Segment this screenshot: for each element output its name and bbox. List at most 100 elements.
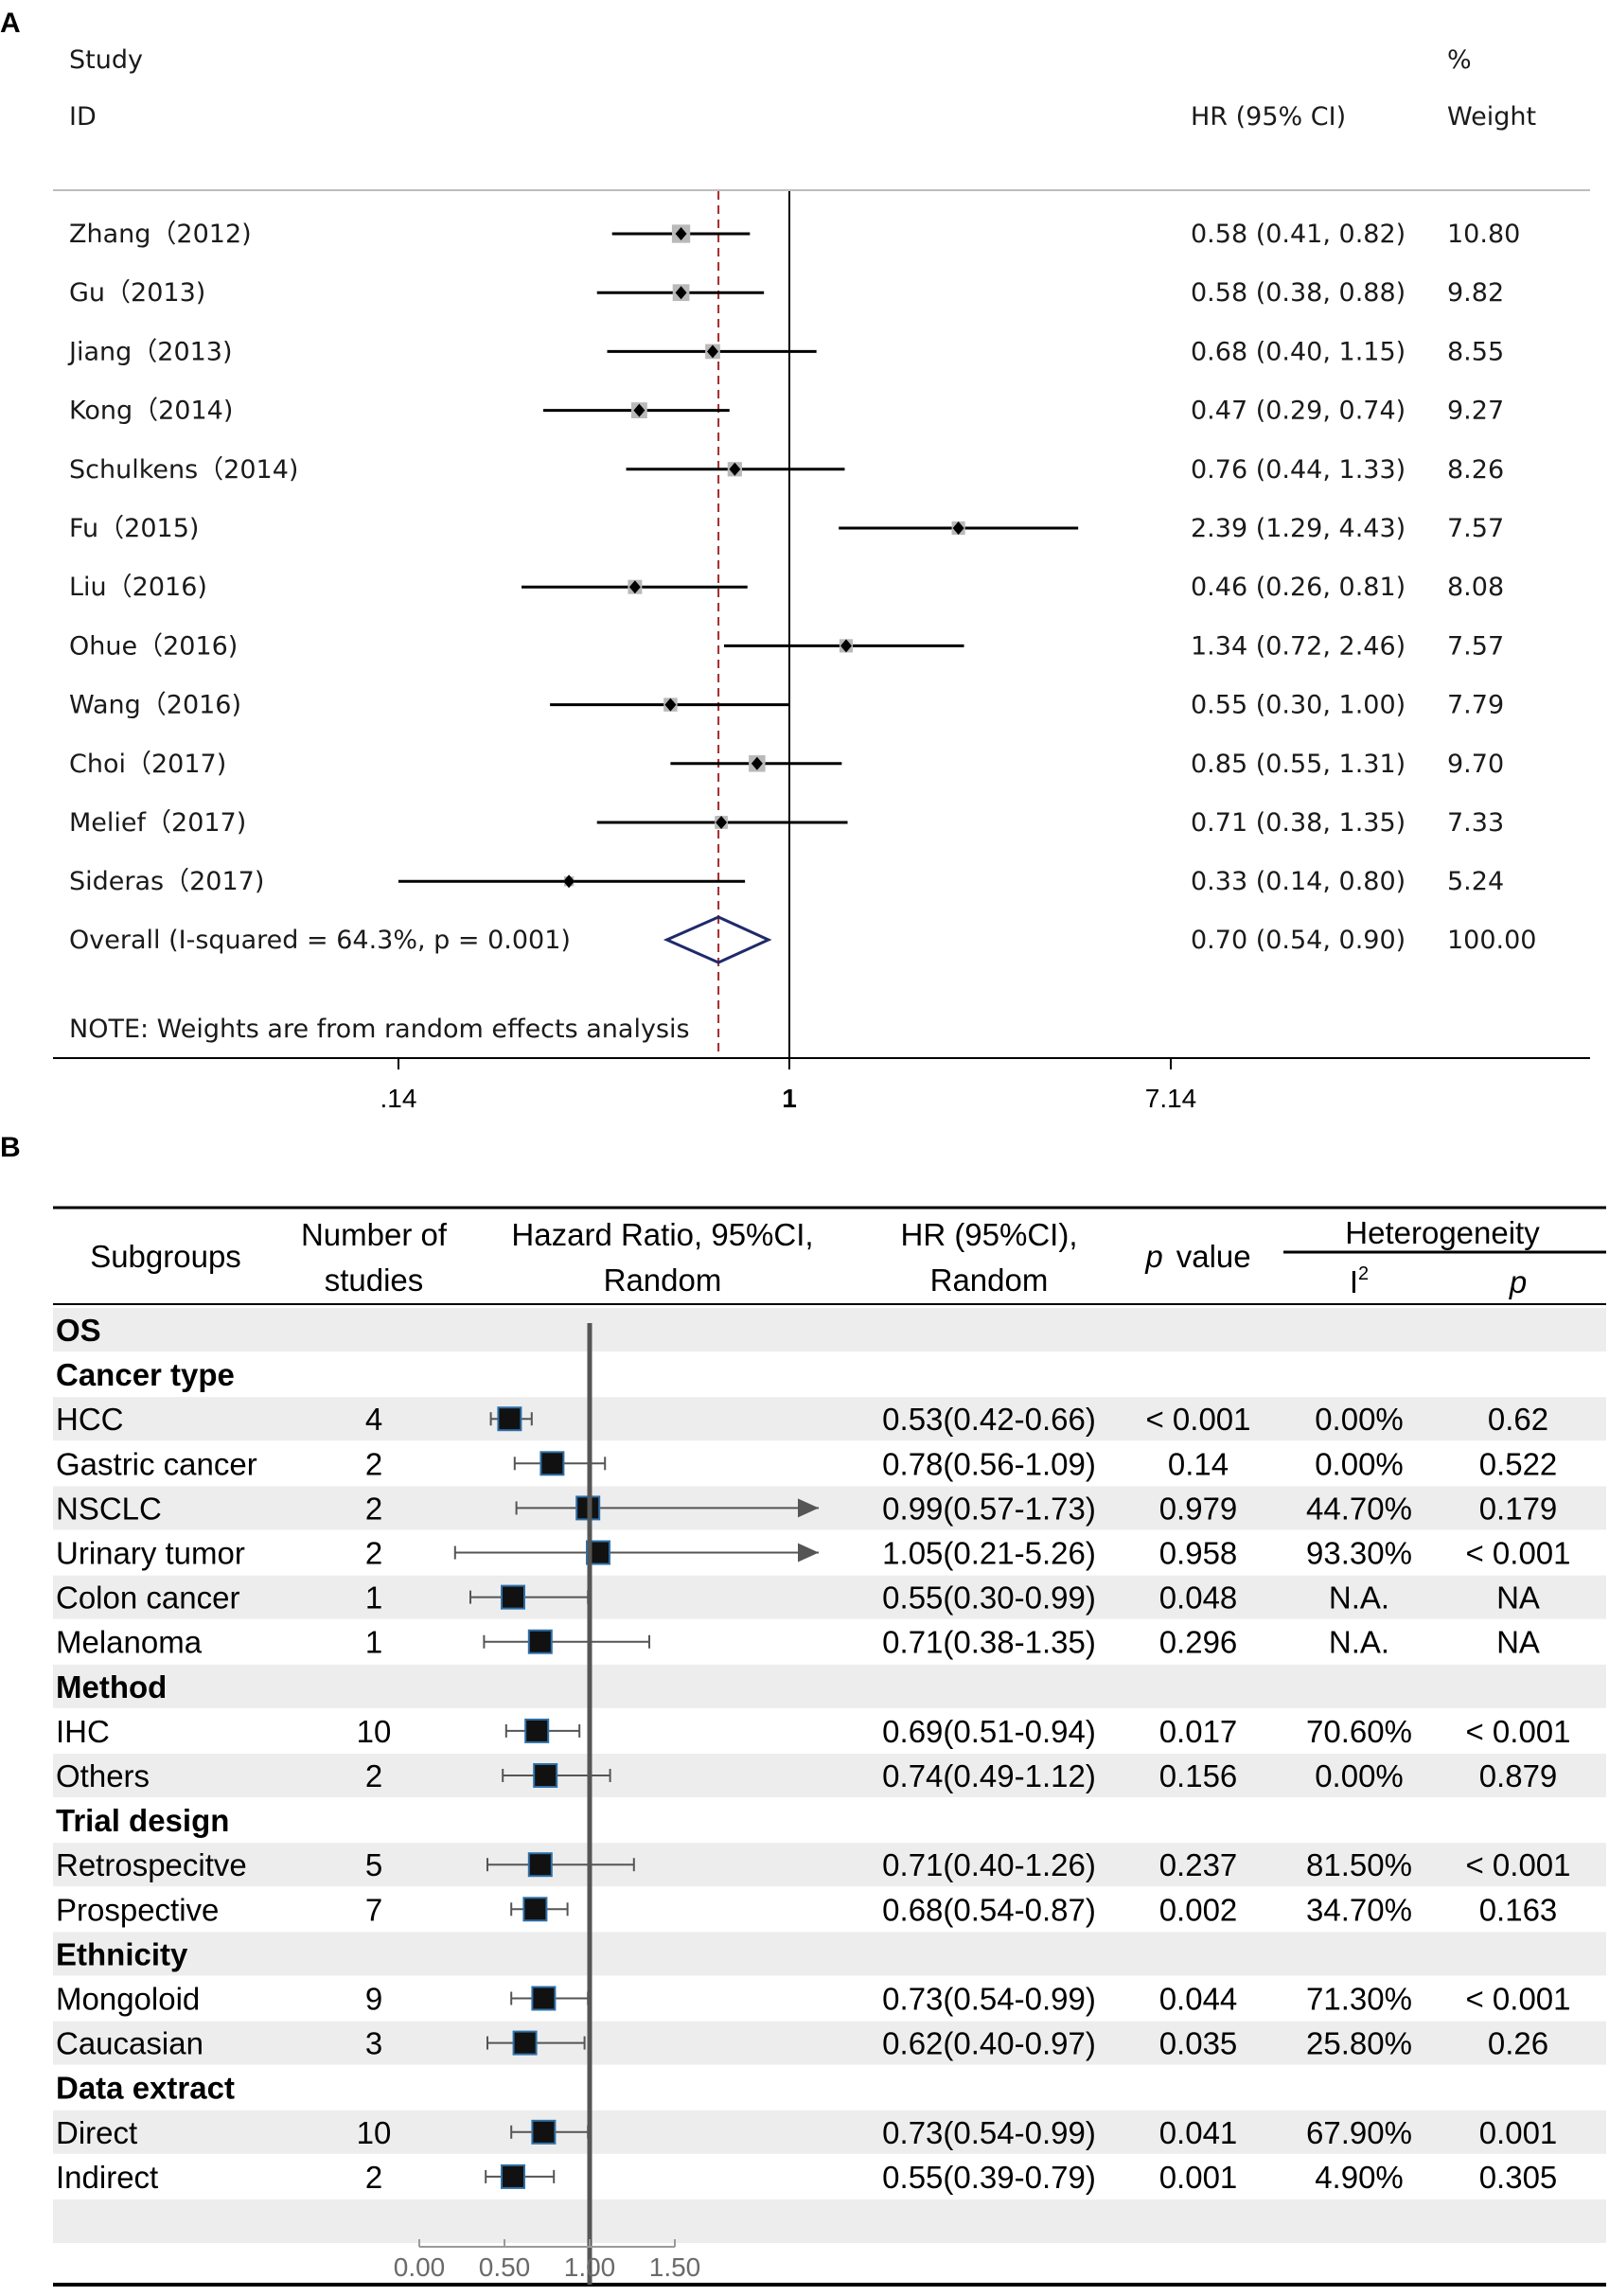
group-header-row: Trial design [56, 1803, 229, 1838]
subgroup-label: Others [56, 1758, 150, 1793]
group-header-row: Ethnicity [56, 1936, 188, 1971]
group-header-row: Cancer type [56, 1357, 235, 1392]
study-hr-ci: 0.71 (0.38, 1.35) [1191, 808, 1406, 838]
subgroup-i-squared: 0.00% [1315, 1446, 1404, 1481]
subgroup-i-squared: 67.90% [1306, 2115, 1412, 2150]
study-hr-ci: 0.68 (0.40, 1.15) [1191, 337, 1406, 366]
overall-label: Overall (I-squared = 64.3%, p = 0.001) [69, 926, 571, 955]
x-tick-b-label: 1.50 [649, 2252, 701, 2282]
study-row: Liu（2016) 0.46 (0.26, 0.81) 8.08 [69, 573, 1504, 602]
study-hr-ci: 0.58 (0.41, 0.82) [1191, 220, 1406, 249]
study-weight: 7.57 [1447, 514, 1504, 543]
study-weight: 7.57 [1447, 631, 1504, 661]
subgroup-hr-ci: 0.78(0.56-1.09) [882, 1446, 1096, 1481]
col-number-1: Number of [301, 1217, 448, 1252]
study-hr-ci: 2.39 (1.29, 4.43) [1191, 514, 1406, 543]
subgroup-row: Indirect 2 0.55(0.39-0.79) 0.001 4.90% 0.305 [56, 2160, 1557, 2195]
subgroup-het-p: 0.305 [1479, 2160, 1558, 2195]
row-shade [53, 2199, 1606, 2243]
subgroup-label: Direct [56, 2115, 137, 2150]
x-tick-label: 1 [782, 1084, 797, 1113]
subgroup-p-value: 0.035 [1159, 2026, 1238, 2061]
subgroup-i-squared: 34.70% [1306, 1892, 1412, 1927]
subgroup-p-value: 0.017 [1159, 1714, 1238, 1749]
subgroup-n-studies: 2 [365, 1758, 382, 1793]
hr-marker [527, 1629, 553, 1654]
subgroup-p-value: 0.001 [1159, 2160, 1238, 2195]
overall-diamond [663, 915, 772, 964]
subgroup-hr-ci: 0.74(0.49-1.12) [882, 1758, 1096, 1793]
subgroup-n-studies: 2 [365, 1491, 382, 1526]
study-row: Kong（2014) 0.47 (0.29, 0.74) 9.27 [69, 397, 1504, 426]
col-hr-ci-2: Random [930, 1263, 1049, 1298]
study-weight: 7.79 [1447, 691, 1504, 720]
subgroup-n-studies: 1 [365, 1625, 382, 1660]
study-label: Choi（2017) [69, 750, 226, 779]
subgroup-row: NSCLC 2 0.99(0.57-1.73) 0.979 44.70% 0.179 [56, 1491, 1557, 1526]
subgroup-label: Caucasian [56, 2026, 203, 2061]
x-tick-b-label: 0.50 [479, 2252, 531, 2282]
panel-b-label: B [0, 1132, 21, 1163]
row-shade [53, 1843, 1606, 1887]
subgroup-label: Melanoma [56, 1625, 203, 1660]
subgroup-hr-ci: 0.62(0.40-0.97) [882, 2026, 1096, 2061]
col-heterogeneity: Heterogeneity [1345, 1215, 1540, 1250]
study-point-marker [628, 580, 641, 594]
subgroup-hr-ci: 0.69(0.51-0.94) [882, 1714, 1096, 1749]
study-weight: 9.27 [1447, 397, 1504, 426]
subgroup-hr-ci: 0.73(0.54-0.99) [882, 2115, 1096, 2150]
study-weight: 8.08 [1447, 573, 1504, 602]
study-point-marker [675, 286, 687, 300]
study-row: Jiang（2013) 0.68 (0.40, 1.15) 8.55 [67, 337, 1504, 366]
subgroup-row: Colon cancer 1 0.55(0.30-0.99) 0.048 N.A. NA [56, 1581, 1540, 1616]
row-shade [53, 1486, 1606, 1530]
subgroup-p-value: 0.296 [1159, 1625, 1238, 1660]
study-point-marker [633, 403, 645, 417]
study-row: Fu（2015) 2.39 (1.29, 4.43) 7.57 [69, 514, 1504, 543]
subgroup-row: Mongoloid 9 0.73(0.54-0.99) 0.044 71.30% < 0.… [56, 1982, 1571, 2017]
col-hr-plot-1: Hazard Ratio, 95%CI, [511, 1217, 813, 1252]
subgroup-hr-ci: 0.71(0.38-1.35) [882, 1625, 1096, 1660]
subgroup-i-squared: 0.00% [1315, 1758, 1404, 1793]
col-i2-base: I [1350, 1264, 1358, 1299]
subgroup-i-squared: N.A. [1329, 1625, 1389, 1660]
study-label: Fu（2015) [69, 514, 199, 543]
study-weight: 8.55 [1447, 337, 1504, 366]
hr-marker [524, 1718, 550, 1743]
study-weight: 9.82 [1447, 278, 1504, 308]
subgroup-label: HCC [56, 1402, 124, 1437]
study-hr-ci: 0.46 (0.26, 0.81) [1191, 573, 1406, 602]
subgroup-label: IHC [56, 1714, 110, 1749]
group-header-row: Data extract [56, 2071, 235, 2106]
study-label: Melief（2017) [69, 808, 246, 838]
study-label: Ohue（2016) [69, 631, 238, 661]
row-shade [53, 2110, 1606, 2154]
row-shade [53, 1754, 1606, 1797]
panel-b: B Subgroups Number of studies Hazard Ratio, … [0, 1132, 1606, 2287]
study-label: Jiang（2013) [67, 337, 233, 366]
x-tick-b-label: 0.00 [394, 2252, 446, 2282]
subgroup-p-value: 0.041 [1159, 2115, 1238, 2150]
study-hr-ci: 0.76 (0.44, 1.33) [1191, 455, 1406, 485]
subgroup-hr-ci: 0.55(0.30-0.99) [882, 1581, 1096, 1616]
study-hr-ci: 1.34 (0.72, 2.46) [1191, 631, 1406, 661]
subgroup-p-value: 0.156 [1159, 1758, 1238, 1793]
subgroup-row: Others 2 0.74(0.49-1.12) 0.156 0.00% 0.879 [56, 1758, 1557, 1793]
hr-marker [501, 1584, 525, 1610]
subgroup-i-squared: 25.80% [1306, 2026, 1412, 2061]
x-tick-label: .14 [380, 1084, 417, 1113]
subgroup-i-squared: 70.60% [1306, 1714, 1412, 1749]
header-hr-ci: HR (95% CI) [1191, 102, 1346, 132]
row-shade [53, 1397, 1606, 1441]
ci-arrow-right [798, 1543, 819, 1563]
study-point-marker [729, 462, 741, 476]
study-label: Gu（2013) [69, 278, 205, 308]
row-shade [53, 1664, 1606, 1708]
study-hr-ci: 0.47 (0.29, 0.74) [1191, 397, 1406, 426]
subgroup-label: Retrospecitve [56, 1847, 247, 1882]
study-row: Wang（2016) 0.55 (0.30, 1.00) 7.79 [69, 691, 1504, 720]
study-row: Melief（2017) 0.71 (0.38, 1.35) 7.33 [69, 808, 1504, 838]
group-header-label: Trial design [56, 1803, 229, 1838]
subgroup-n-studies: 7 [365, 1892, 382, 1927]
